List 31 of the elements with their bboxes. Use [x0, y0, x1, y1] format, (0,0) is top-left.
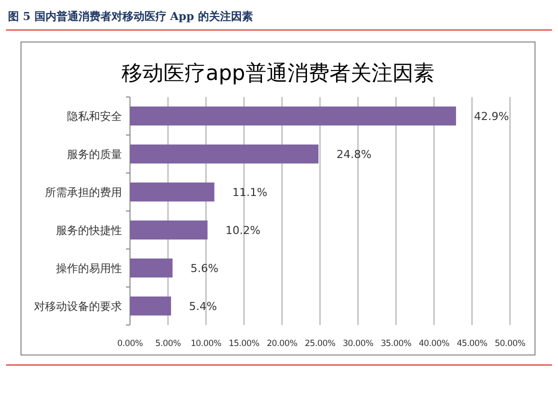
- data-label: 5.4%: [189, 300, 217, 313]
- x-tick-label: 5.00%: [155, 339, 181, 349]
- data-label: 24.8%: [336, 148, 372, 161]
- data-label: 10.2%: [226, 224, 260, 237]
- bar: [130, 296, 172, 316]
- bar: [130, 182, 214, 202]
- data-label: 11.1%: [232, 186, 268, 199]
- x-tick-label: 50.00%: [494, 339, 526, 349]
- x-tick-label: 20.00%: [266, 339, 298, 349]
- data-label: 42.9%: [474, 110, 509, 123]
- x-tick-label: 10.00%: [190, 339, 222, 349]
- x-tick-label: 30.00%: [342, 339, 374, 349]
- x-tick-label: 35.00%: [380, 339, 412, 349]
- bar: [130, 144, 318, 164]
- data-label: 5.6%: [190, 262, 219, 275]
- bar: [130, 220, 208, 240]
- y-tick-label: 对移动设备的要求: [34, 300, 122, 313]
- y-tick-label: 操作的易用性: [56, 262, 122, 275]
- y-tick-label: 服务的质量: [67, 148, 122, 161]
- x-tick-label: 40.00%: [418, 339, 450, 349]
- y-tick-label: 隐私和安全: [67, 110, 122, 123]
- bar: [130, 106, 456, 126]
- x-tick-label: 0.00%: [117, 339, 143, 349]
- x-tick-label: 45.00%: [456, 339, 488, 349]
- y-tick-label: 服务的快捷性: [56, 224, 122, 237]
- bar: [130, 258, 173, 278]
- y-tick-label: 所需承担的费用: [45, 186, 122, 199]
- x-tick-label: 25.00%: [304, 339, 336, 349]
- x-tick-label: 15.00%: [228, 339, 260, 349]
- chart-title: 移动医疗app普通消费者关注因素: [122, 61, 434, 85]
- chart-subtitle: 图 5 国内普通消费者对移动医疗 App 的关注因素: [8, 10, 253, 23]
